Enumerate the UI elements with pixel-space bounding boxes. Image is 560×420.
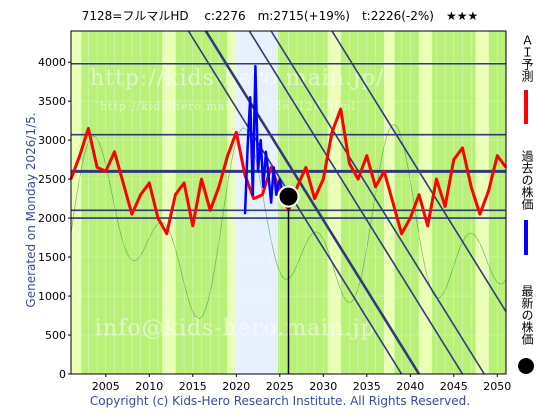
x-tick-label: 2015 xyxy=(179,380,207,393)
legend-latest-label: 最新の株価 xyxy=(520,285,534,345)
legend-ai-label: ＡＩ予測 xyxy=(520,34,534,82)
y-tick-label: 3500 xyxy=(38,95,66,108)
trend-lines xyxy=(187,30,507,375)
x-tick-label: 2010 xyxy=(135,380,163,393)
light-band-5 xyxy=(419,31,433,374)
x-tick-label: 2030 xyxy=(309,380,337,393)
light-band-1 xyxy=(162,31,176,374)
watermark-text: info@kids-hero.main.jp xyxy=(95,316,375,341)
y-tick-label: 500 xyxy=(45,329,66,342)
y-tick-label: 4000 xyxy=(38,56,66,69)
plot-frame xyxy=(70,30,507,375)
series-line-past xyxy=(243,64,285,215)
trend-line xyxy=(270,30,485,375)
trend-line xyxy=(204,30,421,375)
y-tick-label: 0 xyxy=(59,368,66,381)
light-band-0 xyxy=(71,31,82,374)
y-tick-label: 2500 xyxy=(38,173,66,186)
x-tick-label: 2005 xyxy=(92,380,120,393)
generated-date-label: Generated on Monday 2026/1/5. xyxy=(24,112,38,308)
legend-past-label: 過去の株価 xyxy=(520,150,534,210)
trend-line xyxy=(248,30,464,375)
y-tick-label: 1500 xyxy=(38,251,66,264)
legend-latest-swatch xyxy=(518,358,534,374)
copyright-notice: Copyright (c) Kids-Hero Research Institu… xyxy=(89,394,471,408)
x-tick-label: 2025 xyxy=(266,380,294,393)
latest-marker xyxy=(279,187,298,206)
light-band-4 xyxy=(384,31,395,374)
x-tick-label: 2035 xyxy=(353,380,381,393)
x-tick-label: 2020 xyxy=(222,380,250,393)
y-tick-label: 2000 xyxy=(38,212,66,225)
light-band-2 xyxy=(227,31,237,374)
x-tick-label: 2045 xyxy=(440,380,468,393)
light-band-6 xyxy=(475,31,489,374)
tick-labels: 2005 2010 2015 2020 2025 2030 2035 2040 2045 2050… xyxy=(38,56,511,393)
x-tick-label: 2050 xyxy=(483,380,511,393)
x-tick-label: 2040 xyxy=(396,380,424,393)
trend-line xyxy=(331,30,507,313)
chart-title: 7128=フルマルHD c:2276 m:2715(+19%) t:2226(-… xyxy=(81,9,479,23)
latest-marker-layer xyxy=(277,185,300,374)
y-tick-label: 3000 xyxy=(38,134,66,147)
plot-border xyxy=(70,30,507,375)
watermark-text: http://kids-hero.main.jp/ xyxy=(90,66,384,91)
y-tick-label: 1000 xyxy=(38,290,66,303)
legend-markers xyxy=(518,90,534,374)
